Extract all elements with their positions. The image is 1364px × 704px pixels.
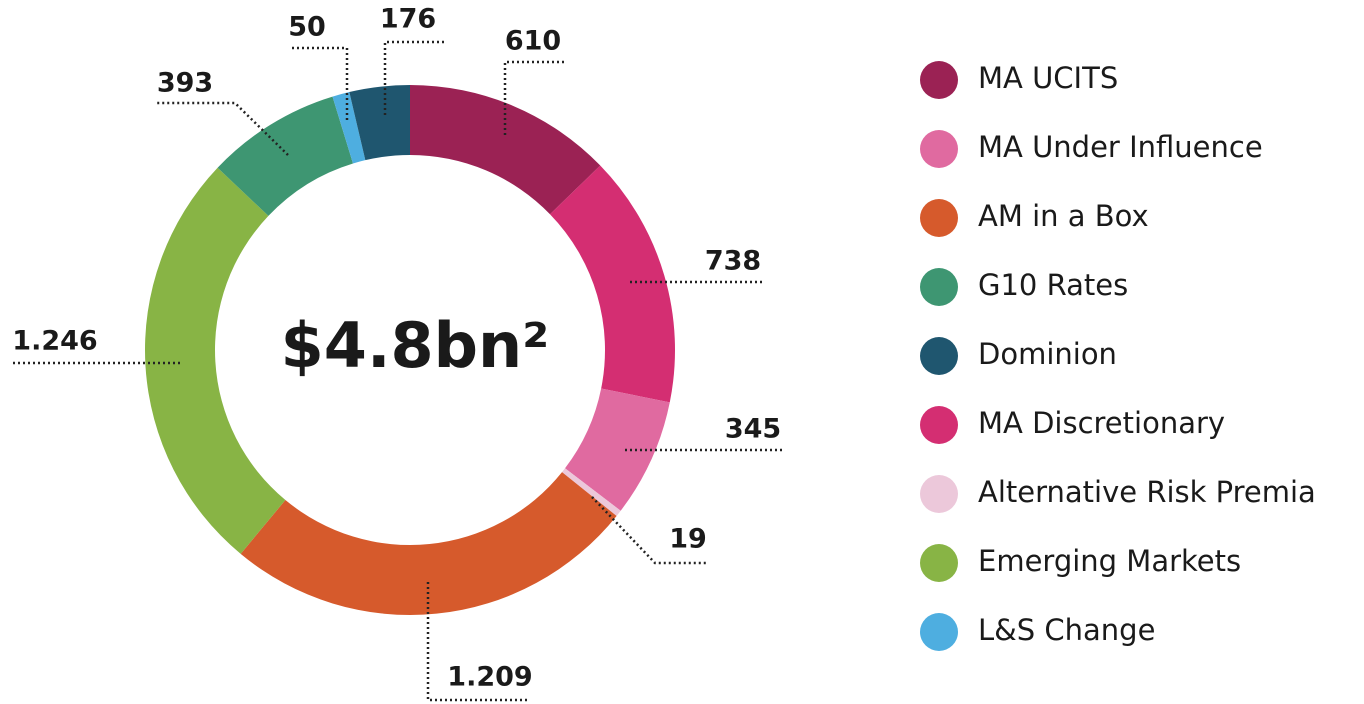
legend-swatch — [920, 199, 958, 237]
donut-segment — [565, 388, 670, 511]
value-label: 176 — [380, 4, 436, 35]
leader-line — [290, 46, 349, 120]
donut-segment — [410, 85, 601, 215]
donut-segment — [549, 165, 675, 403]
value-label: 19 — [669, 524, 707, 555]
legend-swatch — [920, 337, 958, 375]
legend-label: MA Discretionary — [978, 406, 1225, 440]
donut-segment — [145, 167, 286, 554]
legend-label: MA Under Influence — [978, 130, 1263, 164]
value-label: 50 — [288, 12, 326, 43]
legend-label: L&S Change — [978, 613, 1155, 647]
donut-segment — [332, 92, 366, 164]
legend-label: AM in a Box — [978, 199, 1149, 233]
legend-label: G10 Rates — [978, 268, 1128, 302]
legend-label: Alternative Risk Premia — [978, 475, 1316, 509]
legend-label: Emerging Markets — [978, 544, 1241, 578]
center-label: $4.8bn² — [281, 309, 550, 382]
value-label: 345 — [725, 414, 781, 445]
donut-segment — [562, 468, 621, 516]
legend-label: MA UCITS — [978, 61, 1118, 95]
legend-swatch — [920, 544, 958, 582]
legend-label: Dominion — [978, 337, 1117, 371]
value-label: 610 — [505, 26, 561, 57]
legend-swatch — [920, 613, 958, 651]
legend-swatch — [920, 268, 958, 306]
leader-line — [591, 496, 708, 565]
value-label: 738 — [705, 246, 761, 277]
value-label: 393 — [157, 68, 213, 99]
leader-line — [426, 582, 530, 702]
legend-swatch — [920, 475, 958, 513]
value-label: 1.209 — [447, 662, 532, 693]
legend-swatch — [920, 130, 958, 168]
donut-segment — [349, 85, 410, 161]
donut-segment — [240, 472, 617, 615]
donut-segment — [217, 96, 353, 216]
legend-swatch — [920, 61, 958, 99]
legend-swatch — [920, 406, 958, 444]
value-label: 1.246 — [12, 326, 97, 357]
